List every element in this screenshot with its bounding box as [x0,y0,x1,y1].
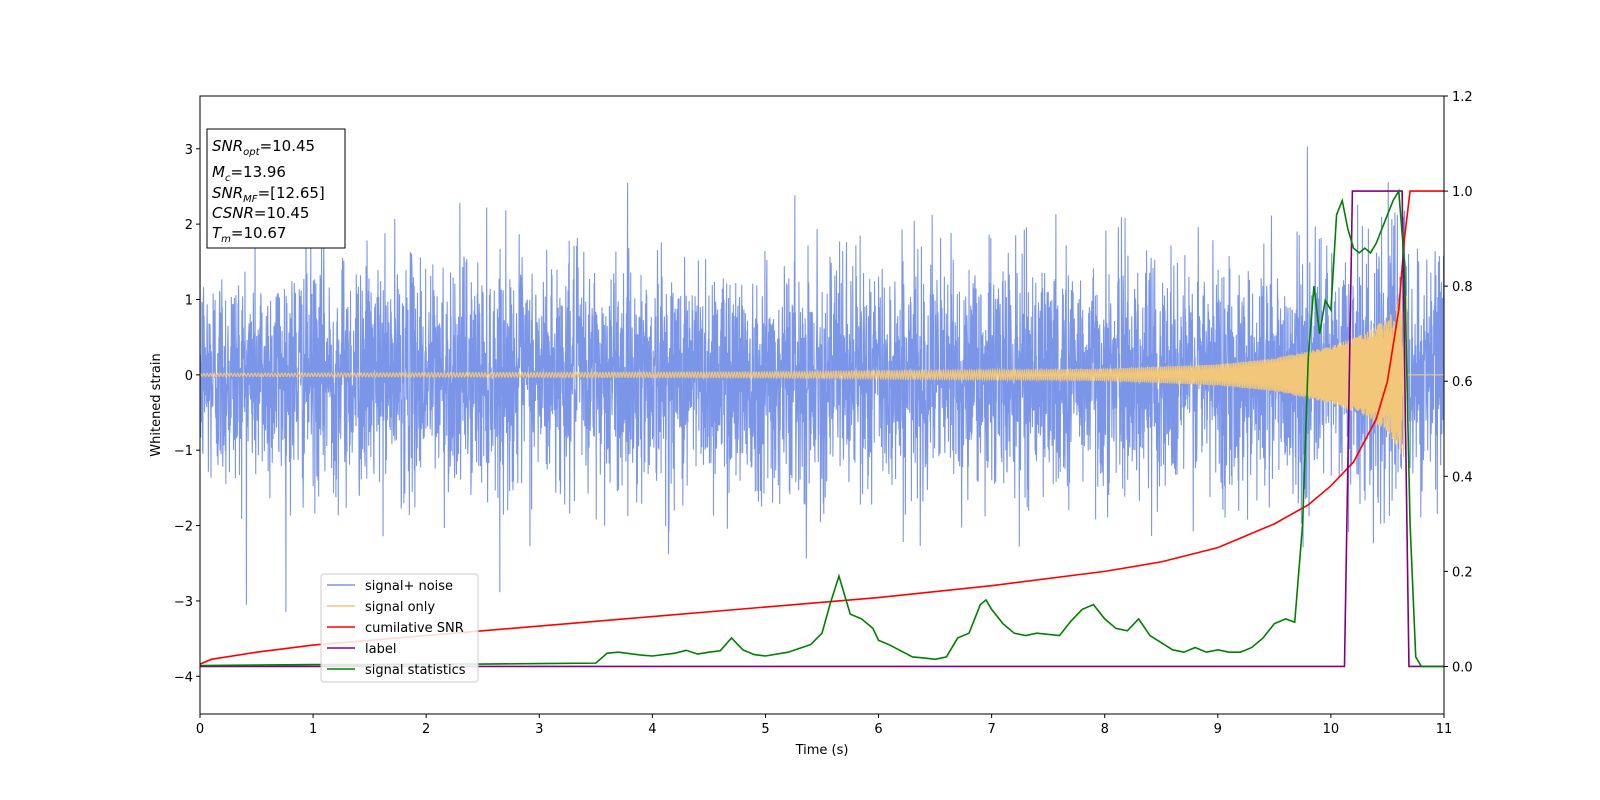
info-mc: Mc=13.96 [212,163,286,184]
legend-frame [320,573,479,683]
x-tick-label: 2 [422,722,430,737]
info-csnr: CSNR=10.45 [212,204,309,222]
info-snr-mf: SNRMF=[12.65] [212,184,325,205]
legend: signal+ noise signal only cumilative SNR la… [320,573,479,683]
legend-label: signal+ noise [365,579,453,594]
x-tick-label: 3 [535,722,543,737]
y-right-tick-label: 0.8 [1452,280,1473,295]
y-left-tick-label: 3 [185,143,193,158]
y-axis-right-ticks: 0.0 0.2 0.4 0.6 0.8 1.0 1.2 [1444,90,1473,675]
x-tick-label: 4 [648,722,656,737]
y-right-tick-label: 1.2 [1452,90,1473,105]
y-axis-left-ticks: −4 −3 −2 −1 0 1 2 3 [174,143,200,685]
y-left-tick-label: 0 [185,369,193,384]
y-left-tick-label: −2 [174,520,193,535]
x-tick-label: 5 [761,722,769,737]
series-signal-statistics [200,188,1444,668]
x-tick-label: 1 [309,722,317,737]
x-tick-label: 11 [1436,722,1453,737]
x-tick-label: 10 [1323,722,1340,737]
legend-label: signal only [365,600,435,615]
legend-item: signal only [327,600,435,615]
x-tick-label: 7 [987,722,995,737]
legend-item: label [327,642,396,657]
series-signal-only [200,285,1444,457]
y-right-tick-label: 0.4 [1452,470,1473,485]
x-tick-label: 8 [1101,722,1109,737]
y-axis-label: Whitened strain [149,353,164,456]
x-axis-label: Time (s) [795,743,849,758]
y-right-tick-label: 0.2 [1452,565,1473,580]
legend-item: signal statistics [327,663,466,678]
x-tick-label: 0 [196,722,204,737]
x-axis-ticks: 0 1 2 3 4 5 6 7 8 9 10 11 [196,714,1452,737]
legend-item: signal+ noise [327,579,453,594]
x-tick-label: 6 [874,722,882,737]
y-left-tick-label: −1 [174,444,193,459]
y-left-tick-label: −3 [174,595,193,610]
y-left-tick-label: −4 [174,670,193,685]
y-right-tick-label: 0.6 [1452,375,1473,390]
y-left-tick-label: 1 [185,293,193,308]
legend-label: label [365,642,396,657]
plot-frame [199,95,1445,715]
info-tm: Tm=10.67 [212,224,286,245]
x-tick-label: 9 [1214,722,1222,737]
legend-item: cumilative SNR [327,621,464,636]
y-right-tick-label: 0.0 [1452,660,1473,675]
info-box-frame [206,128,346,249]
series-label [200,190,1444,668]
y-left-tick-label: 2 [185,218,193,233]
legend-label: signal statistics [365,663,466,678]
y-right-tick-label: 1.0 [1452,185,1473,200]
series-signal-noise [200,146,1444,612]
info-snr-opt: SNRopt=10.45 [212,137,315,158]
legend-label: cumilative SNR [365,621,464,636]
info-box: SNRopt=10.45 Mc=13.96 SNRMF=[12.65] CSNR… [206,128,346,249]
